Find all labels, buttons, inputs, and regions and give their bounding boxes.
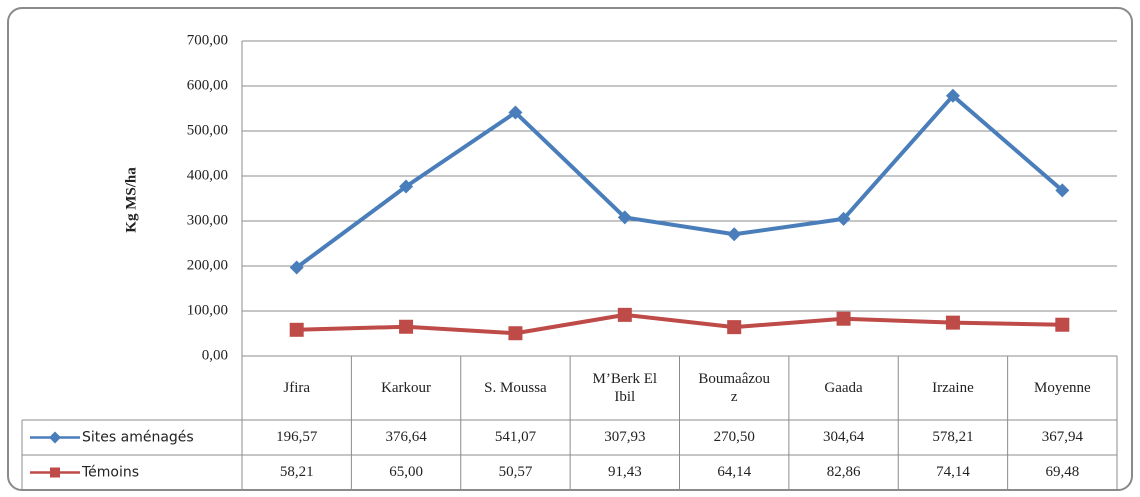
category-cell: Moyenne (1033, 380, 1091, 396)
data-label: 69,48 (1045, 464, 1079, 480)
data-label: 307,93 (604, 429, 645, 445)
data-label: 82,86 (827, 464, 861, 480)
data-label: 376,64 (385, 429, 427, 445)
x-tick-label: Karkour (381, 380, 432, 396)
x-tick-label: Jfira (283, 380, 311, 396)
legend-label: Témoins (81, 465, 139, 481)
data-label: 196,57 (276, 429, 318, 445)
y-tick-label: 0,00 (202, 347, 228, 363)
category-cell: M’Berk El Ibil (592, 371, 658, 405)
y-tick-label: 700,00 (187, 32, 228, 48)
y-tick-label: 300,00 (187, 212, 228, 228)
y-tick-label: 500,00 (187, 122, 228, 138)
data-point (727, 227, 742, 242)
category-cell: Karkour (381, 380, 432, 396)
data-point (945, 88, 960, 103)
x-tick-label: Moyenne (1033, 380, 1091, 396)
data-point (399, 179, 414, 194)
data-point (727, 320, 742, 335)
series-line (296, 312, 1063, 336)
x-tick-label: M’Berk El Ibil (592, 371, 658, 405)
data-point (289, 260, 304, 275)
category-cell: Jfira (283, 380, 311, 396)
data-label: 367,94 (1042, 429, 1084, 445)
data-label: 91,43 (608, 464, 642, 480)
data-label: 74,14 (936, 464, 970, 480)
x-tick-label: Irzaine (932, 380, 974, 396)
data-label: 541,07 (495, 429, 537, 445)
x-tick-label: Boumaâzouz (698, 371, 771, 405)
category-cell: Gaada (824, 380, 863, 396)
data-label: 65,00 (389, 464, 423, 480)
data-point (836, 211, 851, 226)
data-point (289, 322, 304, 337)
y-axis-label: Kg MS/ha (123, 167, 139, 233)
series-line (295, 93, 1064, 270)
data-point (508, 105, 523, 120)
data-label: 578,21 (932, 429, 973, 445)
data-point (1055, 183, 1070, 198)
category-cell: Boumaâzouz (698, 371, 771, 405)
x-tick-label: Gaada (824, 380, 863, 396)
data-point (836, 311, 851, 326)
data-point (617, 307, 632, 322)
y-tick-label: 100,00 (187, 302, 228, 318)
data-label: 304,64 (823, 429, 865, 445)
data-point (945, 315, 960, 330)
category-cell: Irzaine (932, 380, 974, 396)
data-label: 64,14 (717, 464, 751, 480)
legend-marker (50, 467, 60, 478)
data-point (1055, 317, 1070, 332)
data-label: 50,57 (499, 464, 533, 480)
y-tick-label: 400,00 (187, 167, 228, 183)
data-point (617, 210, 632, 225)
data-point (508, 326, 523, 341)
x-tick-label: S. Moussa (484, 380, 547, 396)
legend-marker (49, 431, 61, 444)
y-tick-label: 600,00 (187, 77, 228, 93)
data-label: 270,50 (714, 429, 755, 445)
legend-label: Sites aménagés (82, 430, 194, 446)
y-tick-label: 200,00 (187, 257, 228, 273)
data-label: 58,21 (280, 464, 314, 480)
data-point (399, 319, 414, 334)
category-cell: S. Moussa (484, 380, 547, 396)
